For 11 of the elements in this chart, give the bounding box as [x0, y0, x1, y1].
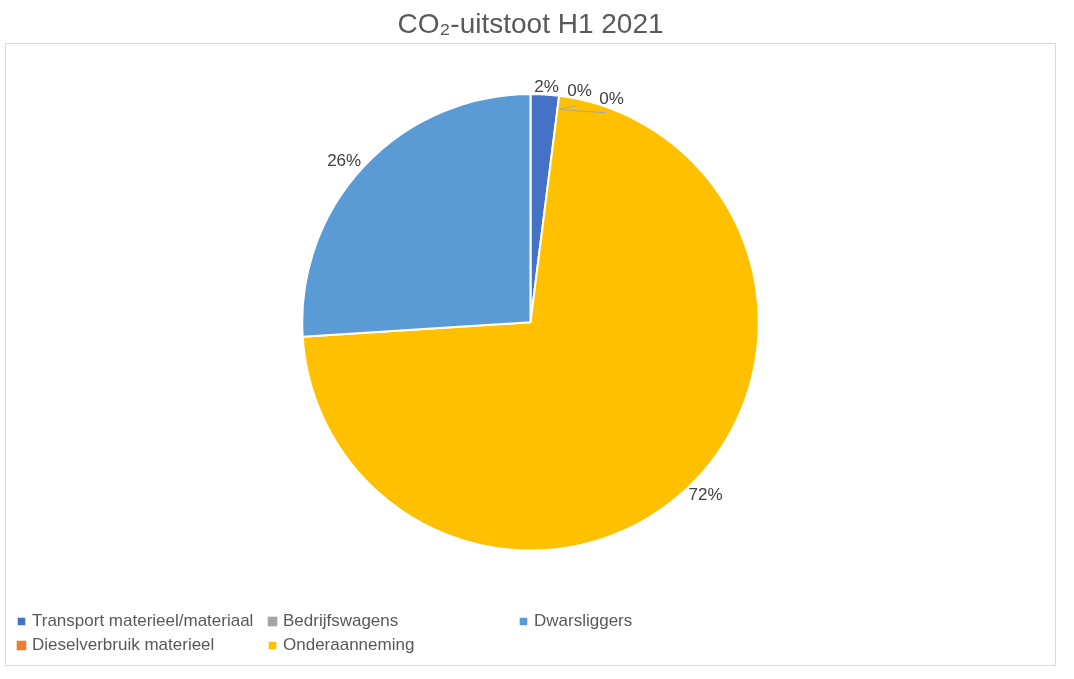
- legend-label: Transport materieel/materiaal: [32, 611, 255, 631]
- data-label: 72%: [688, 484, 723, 504]
- data-label: 26%: [327, 151, 362, 171]
- legend-label: Bedrijfswagens: [283, 611, 400, 631]
- legend-label: Dwarsliggers: [534, 611, 634, 631]
- text: 0%: [599, 89, 624, 109]
- text: 0%: [567, 81, 592, 101]
- legend-label: Onderaanneming: [283, 635, 416, 655]
- chart-title: CO₂-uitstoot H1 2021: [397, 7, 664, 39]
- data-label: 2%: [534, 77, 559, 97]
- legend-label: Dieselverbruik materieel: [32, 635, 216, 655]
